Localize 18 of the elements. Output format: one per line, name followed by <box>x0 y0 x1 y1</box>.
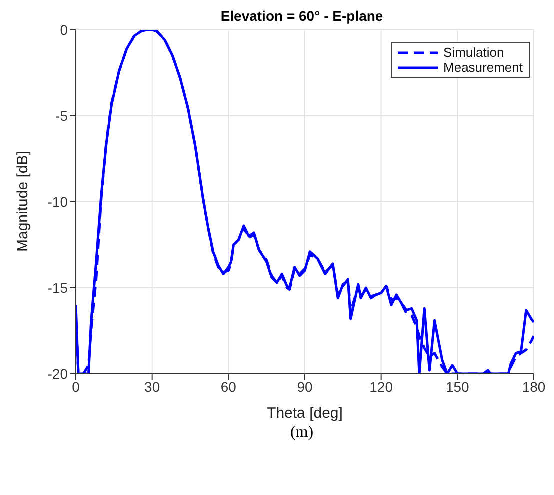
x-tick-label: 150 <box>446 378 470 395</box>
x-tick-label: 180 <box>522 378 546 395</box>
x-tick-label: 0 <box>72 378 80 395</box>
y-tick-label: -15 <box>48 280 68 296</box>
legend-label: Simulation <box>444 45 504 60</box>
text: (m) <box>289 424 315 442</box>
y-tick-label: 0 <box>60 22 68 38</box>
y-tick-label: -20 <box>48 366 68 382</box>
legend-label: Measurement <box>444 60 523 75</box>
y-tick-label: -5 <box>56 108 68 124</box>
y-axis-title: Magnitude [dB] <box>14 151 32 252</box>
x-tick-label: 60 <box>220 378 237 395</box>
x-tick-label: 30 <box>144 378 160 395</box>
chart-title: Elevation = 60° - E-plane <box>220 8 384 24</box>
x-tick-label: 120 <box>370 378 394 395</box>
y-tick-label: -10 <box>48 194 68 210</box>
x-tick-label: 90 <box>297 378 313 395</box>
x-axis-title: Theta [deg] <box>267 405 343 422</box>
